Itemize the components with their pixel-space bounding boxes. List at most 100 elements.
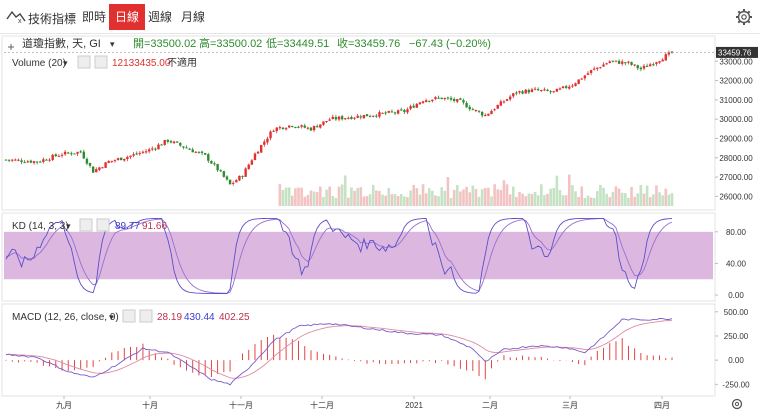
last-price-label: 33459.76 [718,48,752,57]
macd-line-value: 430.44 [184,312,215,323]
volume-bar [490,196,493,206]
candle-body [652,64,655,66]
candle-body [51,154,54,160]
candle-body [309,127,313,131]
volume-dropdown-icon[interactable]: ▾ [63,58,68,68]
macd-close-icon[interactable] [139,309,153,323]
indicator-icon[interactable]: x [6,8,26,24]
volume-bar [499,189,503,206]
price-y-tick-label: 26000.00 [719,192,753,201]
candle-body [347,117,350,119]
volume-bar [527,193,531,206]
chart-area[interactable]: 26000.00 27000.00 28000.00 29000.00 30000.00… [0,34,760,412]
candle-body [670,51,674,53]
candle-body [88,163,92,166]
candle-body [508,96,512,100]
tab-realtime[interactable]: 即時 [82,10,107,24]
volume-bar [415,188,419,206]
candle-body [558,88,562,90]
symbol-dropdown-icon[interactable]: ▾ [110,39,115,49]
volume-bar [446,176,450,206]
kd-label[interactable]: KD (14, 3, 3) [12,221,69,232]
volume-bar [592,197,596,206]
candle-body [222,171,226,177]
candle-body [649,64,652,67]
candle-body [459,98,462,100]
candle-body [197,151,201,153]
candle-body [571,85,574,87]
kd-dropdown-icon[interactable]: ▾ [66,221,71,231]
candle-body [530,89,534,93]
candle-body [45,159,48,161]
candle-body [70,153,73,155]
candle-body [182,146,185,148]
volume-bar [462,189,465,206]
tab-monthly[interactable]: 月線 [181,10,206,24]
candle-body [113,160,117,162]
candle-body [132,154,135,156]
kd-settings-icon[interactable] [79,218,93,232]
candle-body [169,141,173,143]
candle-body [207,154,210,161]
candle-body [555,88,559,92]
candle-body [238,175,241,181]
candle-body [312,126,316,131]
candle-body [381,112,384,114]
volume-bar [303,196,307,206]
macd-settings-icon[interactable] [122,309,136,323]
volume-bar [539,184,543,206]
candle-body [340,116,344,120]
candle-body [48,159,51,161]
volume-bar [393,194,397,206]
candle-body [406,109,409,113]
volume-bar [617,188,621,206]
macd-y-tick-label: 0.00 [728,356,744,365]
candle-body [465,102,468,108]
macd-label[interactable]: MACD (12, 26, close, 9) [12,312,119,323]
volume-bar [343,175,347,206]
x-tick-label: 十一月 [229,400,253,410]
candle-body [621,61,624,64]
candle-body [589,70,593,74]
candle-body [592,68,596,70]
volume-settings-icon[interactable] [77,55,91,69]
candle-body [110,160,114,162]
tab-weekly[interactable]: 週線 [148,10,173,24]
candle-body [17,159,20,161]
kd-close-icon[interactable] [96,218,110,232]
volume-bar [424,193,428,206]
volume-bar [384,195,387,206]
volume-bar [511,186,515,206]
candle-body [119,157,123,161]
gear-icon[interactable] [735,8,753,26]
volume-value: 12133435.00 [112,58,171,69]
volume-bar [633,196,636,206]
tab-daily[interactable]: 日線 [109,4,146,30]
volume-bar [328,186,331,206]
candle-body [552,91,555,93]
volume-close-icon[interactable] [94,55,108,69]
indicator-label[interactable]: 技術指標 [28,12,77,26]
volume-bar [546,193,549,206]
candle-body [7,159,11,161]
candle-body [605,63,608,65]
candle-body [263,141,266,145]
volume-bar [602,187,605,206]
volume-bar [449,197,453,206]
candle-body [474,109,478,111]
volume-bar [645,185,649,206]
candle-body [583,75,587,79]
macd-dropdown-icon[interactable]: ▾ [109,312,114,322]
open-value: 開=33500.02 [133,37,196,50]
candle-body [175,141,179,143]
volume-label[interactable]: Volume (20) [12,58,66,69]
collapse-icon[interactable] [8,44,14,50]
volume-bar [652,194,655,206]
candle-body [194,151,198,153]
candle-body [487,113,490,116]
volume-bar [387,188,391,206]
symbol-label[interactable]: 道瓊指數, 天, GI [22,36,101,50]
volume-bar [496,189,500,206]
candle-body [244,168,247,177]
bottom-gear-icon[interactable] [731,398,743,410]
